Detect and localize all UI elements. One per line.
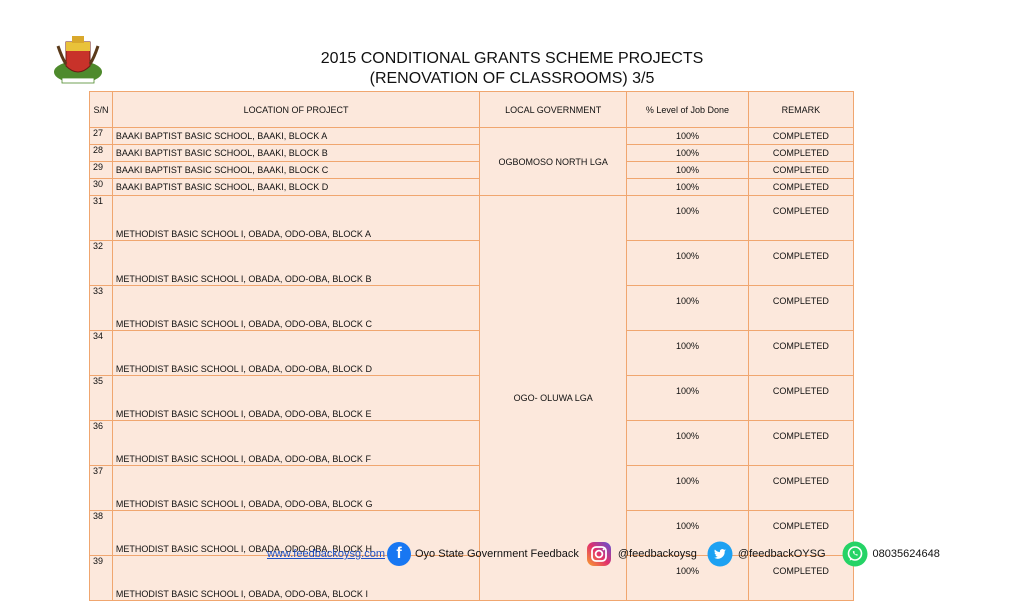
row-sn: 36: [89, 420, 113, 466]
row-sn: 39: [89, 555, 113, 601]
row-remark: COMPLETED: [747, 127, 855, 145]
row-remark: COMPLETED: [747, 510, 855, 556]
header-level: % Level of Job Done: [626, 91, 749, 128]
row-sn: 29: [89, 161, 113, 179]
oyo-state-coat-of-arms-logo: [54, 36, 102, 84]
website-link[interactable]: www.feedbackoysg.com: [267, 548, 385, 560]
row-remark: COMPLETED: [747, 144, 855, 162]
row-level: 100%: [626, 420, 749, 466]
header-lga: LOCAL GOVERNMENT: [479, 91, 628, 128]
row-location: BAAKI BAPTIST BASIC SCHOOL, BAAKI, BLOCK…: [111, 144, 481, 162]
whatsapp-number: 08035624648: [872, 548, 940, 560]
row-remark: COMPLETED: [747, 285, 855, 331]
table-row: 32 METHODIST BASIC SCHOOL I, OBADA, ODO-…: [89, 240, 855, 286]
row-sn: 32: [89, 240, 113, 286]
row-sn: 38: [89, 510, 113, 556]
table-row: 35 METHODIST BASIC SCHOOL I, OBADA, ODO-…: [89, 375, 855, 421]
row-sn: 37: [89, 465, 113, 511]
header-location: LOCATION OF PROJECT: [111, 91, 481, 128]
row-sn: 35: [89, 375, 113, 421]
instagram-handle: @feedbackoysg: [617, 548, 697, 560]
row-location: METHODIST BASIC SCHOOL I, OBADA, ODO-OBA…: [111, 420, 481, 466]
row-location: METHODIST BASIC SCHOOL I, OBADA, ODO-OBA…: [111, 465, 481, 511]
table-row: 38 METHODIST BASIC SCHOOL I, OBADA, ODO-…: [89, 510, 855, 556]
row-remark: COMPLETED: [747, 178, 855, 196]
row-remark: COMPLETED: [747, 330, 855, 376]
row-level: 100%: [626, 144, 749, 162]
twitter-icon[interactable]: [707, 541, 733, 567]
table-row: 27 BAAKI BAPTIST BASIC SCHOOL, BAAKI, BL…: [89, 127, 855, 196]
row-location: BAAKI BAPTIST BASIC SCHOOL, BAAKI, BLOCK…: [111, 161, 481, 179]
row-sn: 27: [89, 127, 113, 145]
header-remark: REMARK: [747, 91, 855, 128]
row-level: 100%: [626, 240, 749, 286]
row-location: METHODIST BASIC SCHOOL I, OBADA, ODO-OBA…: [111, 375, 481, 421]
page-title-line2: (RENOVATION OF CLASSROOMS) 3/5: [369, 70, 655, 87]
row-remark: COMPLETED: [747, 375, 855, 421]
row-sn: 30: [89, 178, 113, 196]
row-location: METHODIST BASIC SCHOOL I, OBADA, ODO-OBA…: [111, 510, 481, 556]
row-level: 100%: [626, 330, 749, 376]
row-location: METHODIST BASIC SCHOOL I, OBADA, ODO-OBA…: [111, 195, 481, 241]
row-lga: OGBOMOSO NORTH LGA: [479, 127, 628, 196]
row-sn: 31: [89, 195, 113, 241]
row-remark: COMPLETED: [747, 195, 855, 241]
table-row: 30 BAAKI BAPTIST BASIC SCHOOL, BAAKI, BL…: [89, 178, 855, 196]
table-row: 31 METHODIST BASIC SCHOOL I, OBADA, ODO-…: [89, 195, 855, 601]
row-sn: 28: [89, 144, 113, 162]
twitter-handle: @feedbackOYSG: [737, 548, 826, 560]
table-row: 29 BAAKI BAPTIST BASIC SCHOOL, BAAKI, BL…: [89, 161, 855, 179]
table-row: 34 METHODIST BASIC SCHOOL I, OBADA, ODO-…: [89, 330, 855, 376]
footer-contact-bar: www.feedbackoysg.com f Oyo State Governm…: [267, 539, 940, 569]
facebook-handle: Oyo State Government Feedback: [415, 548, 579, 560]
row-location: METHODIST BASIC SCHOOL I, OBADA, ODO-OBA…: [111, 285, 481, 331]
facebook-icon[interactable]: f: [387, 542, 411, 566]
row-level: 100%: [626, 195, 749, 241]
row-sn: 33: [89, 285, 113, 331]
table-row: 36 METHODIST BASIC SCHOOL I, OBADA, ODO-…: [89, 420, 855, 466]
row-level: 100%: [626, 127, 749, 145]
row-location: METHODIST BASIC SCHOOL I, OBADA, ODO-OBA…: [111, 240, 481, 286]
row-level: 100%: [626, 285, 749, 331]
row-level: 100%: [626, 375, 749, 421]
row-level: 100%: [626, 161, 749, 179]
row-location: BAAKI BAPTIST BASIC SCHOOL, BAAKI, BLOCK…: [111, 127, 481, 145]
row-level: 100%: [626, 178, 749, 196]
row-remark: COMPLETED: [747, 420, 855, 466]
row-remark: COMPLETED: [747, 465, 855, 511]
row-sn: 34: [89, 330, 113, 376]
row-level: 100%: [626, 465, 749, 511]
projects-table: S/N LOCATION OF PROJECT LOCAL GOVERNMENT…: [89, 91, 855, 601]
instagram-icon[interactable]: [586, 541, 612, 567]
row-location: METHODIST BASIC SCHOOL I, OBADA, ODO-OBA…: [111, 330, 481, 376]
row-level: 100%: [626, 510, 749, 556]
table-row: 28 BAAKI BAPTIST BASIC SCHOOL, BAAKI, BL…: [89, 144, 855, 162]
table-row: 37 METHODIST BASIC SCHOOL I, OBADA, ODO-…: [89, 465, 855, 511]
table-header-row: S/N LOCATION OF PROJECT LOCAL GOVERNMENT…: [89, 91, 855, 128]
header-sn: S/N: [89, 91, 113, 128]
row-remark: COMPLETED: [747, 161, 855, 179]
table-row: 33 METHODIST BASIC SCHOOL I, OBADA, ODO-…: [89, 285, 855, 331]
page-title-line1: 2015 CONDITIONAL GRANTS SCHEME PROJECTS: [320, 50, 704, 67]
row-remark: COMPLETED: [747, 240, 855, 286]
row-location: BAAKI BAPTIST BASIC SCHOOL, BAAKI, BLOCK…: [111, 178, 481, 196]
whatsapp-icon[interactable]: [842, 541, 868, 567]
